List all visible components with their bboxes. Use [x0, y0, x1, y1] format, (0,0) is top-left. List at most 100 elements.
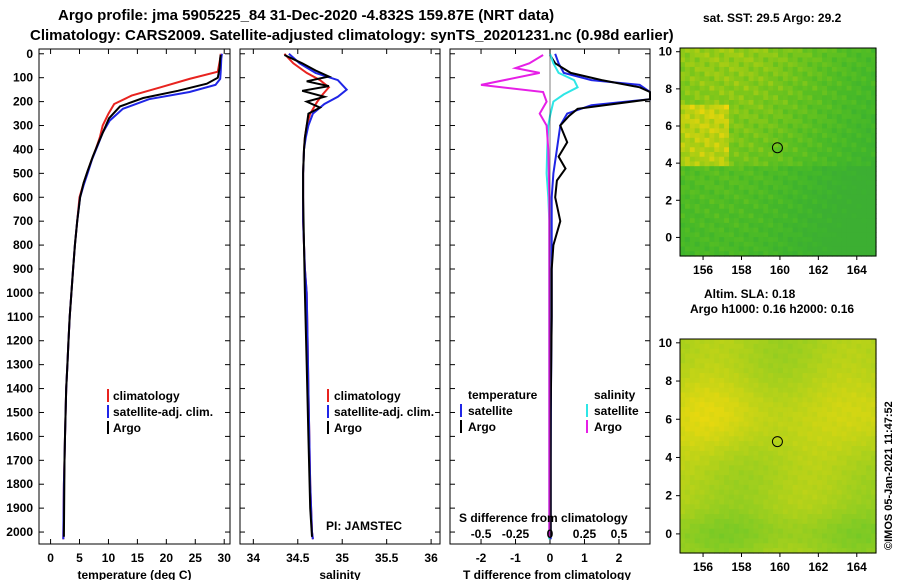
map-cell	[733, 66, 740, 73]
map-cell	[694, 514, 701, 520]
map-cell	[768, 543, 774, 549]
map-cell	[684, 180, 691, 186]
map-cell	[758, 156, 764, 163]
map-cell	[680, 523, 686, 530]
map-cell	[689, 368, 696, 374]
map-cell	[797, 109, 804, 115]
map-cell	[699, 52, 706, 59]
map-cell	[851, 199, 857, 205]
map-cell	[733, 377, 740, 384]
map-cell	[831, 455, 838, 462]
map-cell	[773, 199, 779, 205]
map-cell	[694, 343, 701, 350]
map-cell	[802, 421, 808, 428]
map-cell	[724, 175, 730, 181]
map-cell	[724, 166, 730, 172]
map-cell	[709, 358, 715, 364]
map-cell	[699, 76, 706, 82]
map-cell	[709, 241, 715, 248]
map-cell	[807, 402, 813, 408]
map-cell	[792, 484, 799, 491]
map-cell	[729, 523, 735, 530]
map-cell	[797, 465, 804, 471]
map-cell	[699, 436, 706, 442]
map-cell	[846, 166, 853, 172]
map-cell	[773, 387, 779, 394]
map-cell	[792, 504, 799, 510]
map-cell	[866, 528, 872, 535]
map-cell	[684, 538, 691, 544]
map-cell	[738, 156, 745, 163]
map-cell	[689, 104, 696, 111]
map-cell	[797, 180, 804, 186]
map-cell	[787, 411, 794, 418]
map-cell	[743, 397, 750, 403]
map-cell	[733, 218, 740, 224]
map-cell	[729, 377, 735, 384]
map-cell	[724, 387, 730, 394]
map-cell	[684, 189, 691, 196]
map-cell	[856, 133, 862, 139]
map-cell	[787, 426, 794, 433]
map-cell	[689, 246, 696, 252]
map-cell	[831, 104, 838, 111]
map-cell	[699, 100, 706, 106]
map-cell	[851, 348, 857, 355]
map-cell	[689, 528, 696, 535]
map-cell	[763, 339, 769, 345]
map-cell	[856, 180, 862, 186]
map-cell	[802, 363, 808, 369]
map-cell	[866, 431, 872, 437]
map-cell	[684, 407, 691, 413]
map-cell	[763, 426, 769, 433]
map-cell	[856, 353, 862, 360]
map-cell	[719, 218, 725, 224]
map-cell	[714, 533, 720, 540]
map-cell	[724, 85, 730, 92]
map-cell	[704, 465, 710, 471]
map-cell	[689, 180, 696, 186]
map-cell	[763, 251, 769, 257]
map-cell	[846, 343, 853, 350]
map-cell	[861, 339, 867, 345]
map-cell	[748, 227, 755, 233]
map-cell	[743, 460, 750, 467]
map-cell	[807, 407, 813, 413]
map-cell	[719, 455, 725, 462]
map-cell	[841, 426, 848, 433]
map-cell	[856, 123, 862, 129]
map-cell	[689, 114, 696, 120]
map-cell	[699, 353, 706, 360]
map-cell	[719, 518, 725, 525]
map-cell	[714, 142, 720, 148]
map-cell	[719, 57, 725, 63]
map-cell	[684, 218, 691, 224]
map-cell	[694, 421, 701, 428]
map-cell	[724, 499, 730, 505]
map-cell	[733, 368, 740, 374]
map-cell	[704, 71, 710, 77]
map-cell	[714, 538, 720, 544]
map-cell	[861, 218, 867, 224]
map-cell	[851, 227, 857, 233]
map-cell	[846, 548, 853, 554]
map-cell	[861, 161, 867, 167]
map-cell	[709, 353, 715, 360]
map-cell	[778, 523, 784, 530]
map-cell	[831, 460, 838, 467]
map-cell	[694, 484, 701, 491]
map-cell	[729, 175, 735, 181]
map-cell	[733, 343, 740, 350]
map-cell	[719, 382, 725, 389]
map-cell	[866, 62, 872, 68]
map-cell	[836, 465, 843, 471]
map-cell	[699, 455, 706, 462]
map-cell	[729, 62, 735, 68]
map-cell	[680, 142, 686, 148]
map-cell	[709, 465, 715, 471]
map-cell	[817, 489, 823, 496]
map-cell	[866, 460, 872, 467]
map-cell	[753, 251, 759, 257]
map-cell	[866, 450, 872, 457]
